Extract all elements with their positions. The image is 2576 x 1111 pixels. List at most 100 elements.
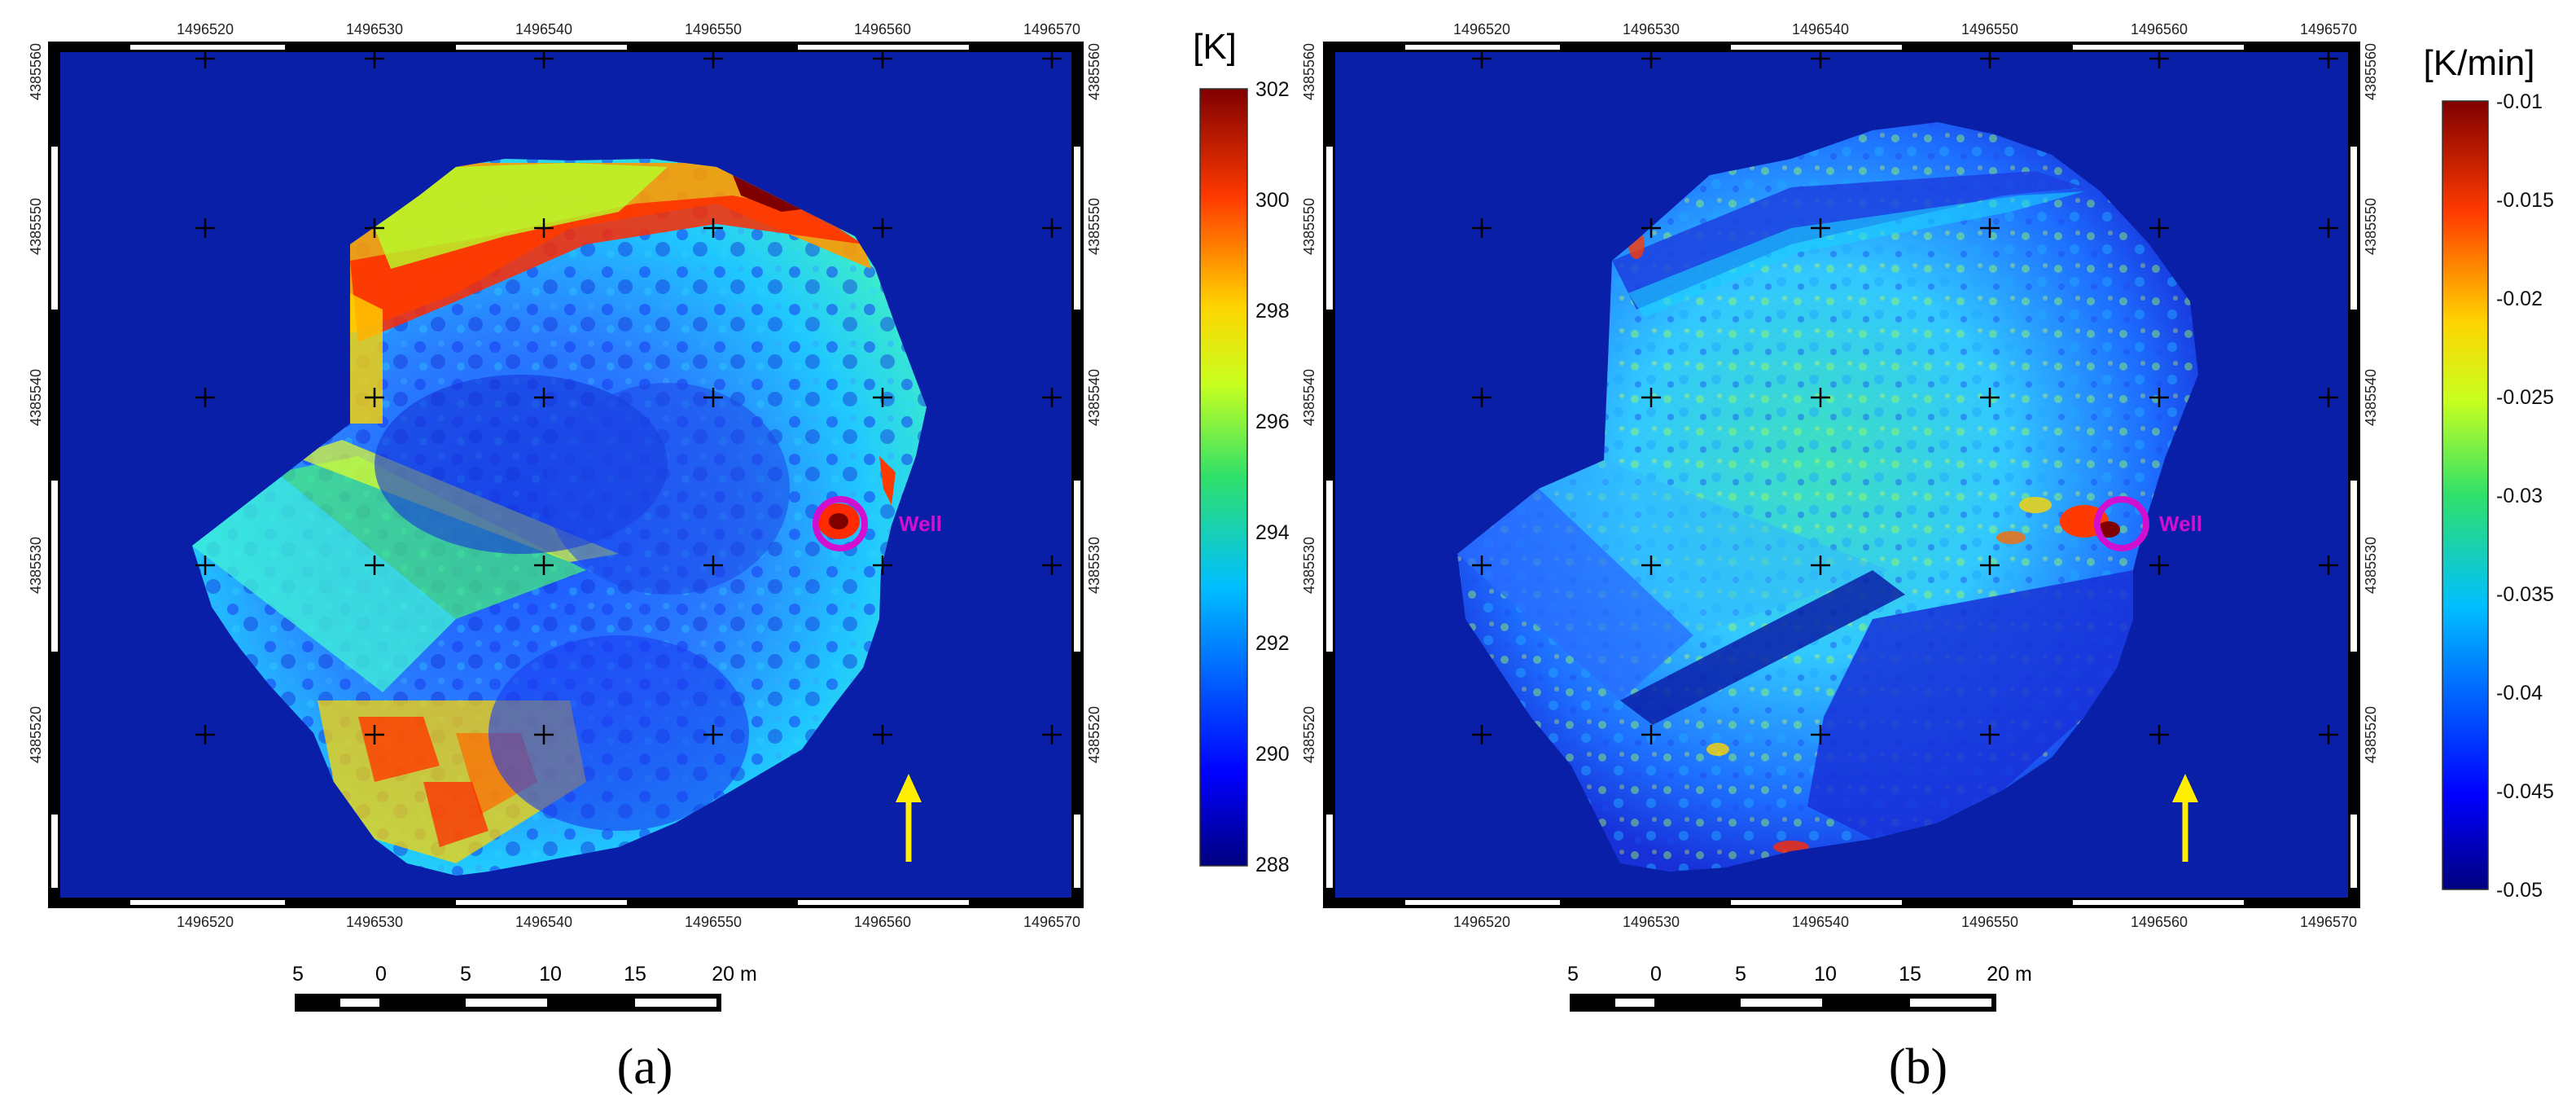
scale-bar-b: 5 0 5 10 15 20 m: [1567, 963, 2032, 1012]
y-tick-b-right-2: 4385540: [2363, 369, 2379, 426]
colorbar-ticks-a: 302 300 298 296 294 292 290 288: [1255, 78, 1290, 876]
y-tick-labels-right-b: 4385560 4385550 4385540 4385530 4385520: [2363, 43, 2379, 763]
scale-label-a-1: 0: [375, 963, 387, 986]
colorbar-tick-b-8: -0.05: [2496, 879, 2543, 902]
x-tick-b-bottom-4: 1496560: [2131, 914, 2188, 930]
panel-label-a: (a): [617, 1039, 673, 1095]
panel-a: 1496520 1496530 1496540 1496550 1496560 …: [28, 21, 1290, 1095]
panel-label-b: (b): [1889, 1039, 1947, 1095]
crosshair-grid-b: [1472, 52, 2338, 744]
x-tick-b-bottom-5: 1496570: [2300, 914, 2357, 930]
y-tick-b-right-3: 4385530: [2363, 537, 2379, 594]
y-tick-b-right-1: 4385550: [2363, 198, 2379, 255]
y-tick-a-left-0: 4385560: [28, 43, 44, 100]
colorbar-unit-a: [K]: [1193, 27, 1237, 67]
colorbar-tick-a-4: 294: [1255, 521, 1290, 544]
y-tick-b-right-0: 4385560: [2363, 43, 2379, 100]
colorbar-tick-b-6: -0.04: [2496, 682, 2543, 705]
colorbar-unit-b: [K/min]: [2424, 43, 2535, 83]
colorbar-tick-a-0: 302: [1255, 78, 1290, 101]
colorbar-gradient-b: [2442, 100, 2489, 890]
scale-label-b-5: 20 m: [1987, 963, 2032, 986]
scale-label-a-5: 20 m: [712, 963, 757, 986]
scale-label-b-0: 5: [1567, 963, 1579, 986]
x-tick-a-top-1: 1496530: [346, 21, 403, 37]
panel-b: 1496520 1496530 1496540 1496550 1496560 …: [1301, 21, 2554, 1095]
x-tick-a-bottom-1: 1496530: [346, 914, 403, 930]
x-tick-b-bottom-2: 1496540: [1792, 914, 1849, 930]
colorbar-tick-a-2: 298: [1255, 300, 1290, 323]
x-tick-a-top-0: 1496520: [177, 21, 234, 37]
x-tick-labels-bottom-b: 1496520 1496530 1496540 1496550 1496560 …: [1453, 914, 2357, 930]
x-tick-b-top-4: 1496560: [2131, 21, 2188, 37]
y-tick-b-left-3: 4385530: [1301, 537, 1317, 594]
colorbar-a: [K] 302 300 298 296 294 292 290 288: [1193, 27, 1290, 876]
colorbar-ticks-b: -0.01 -0.015 -0.02 -0.025 -0.03 -0.035 -…: [2496, 90, 2554, 902]
colorbar-b: [K/min] -0.01 -0.015 -0.02 -0.025 -0.03 …: [2424, 43, 2554, 902]
x-tick-a-top-4: 1496560: [854, 21, 911, 37]
y-tick-b-right-4: 4385520: [2363, 706, 2379, 763]
scale-bar-a: 5 0 5 10 15 20 m: [292, 963, 757, 1012]
x-tick-b-top-0: 1496520: [1453, 21, 1510, 37]
colorbar-tick-b-4: -0.03: [2496, 485, 2543, 507]
colorbar-tick-b-3: -0.025: [2496, 386, 2554, 409]
colorbar-tick-a-3: 296: [1255, 411, 1290, 433]
y-tick-a-left-2: 4385540: [28, 369, 44, 426]
colorbar-tick-b-0: -0.01: [2496, 90, 2543, 113]
colorbar-tick-b-1: -0.015: [2496, 189, 2554, 212]
x-tick-b-top-3: 1496550: [1961, 21, 2018, 37]
colorbar-tick-a-6: 290: [1255, 743, 1290, 766]
y-tick-a-left-1: 4385550: [28, 198, 44, 255]
scale-label-b-1: 0: [1650, 963, 1662, 986]
scale-label-a-4: 15: [624, 963, 646, 986]
crosshair-grid-a: [195, 52, 1062, 744]
well-label-a: Well: [899, 512, 942, 536]
colorbar-tick-a-7: 288: [1255, 854, 1290, 876]
north-arrow-icon-b: [2172, 774, 2198, 862]
well-label-b: Well: [2159, 512, 2202, 536]
x-tick-a-bottom-4: 1496560: [854, 914, 911, 930]
y-tick-a-right-2: 4385540: [1086, 369, 1102, 426]
x-tick-a-bottom-2: 1496540: [515, 914, 572, 930]
x-tick-a-top-2: 1496540: [515, 21, 572, 37]
y-tick-a-left-3: 4385530: [28, 537, 44, 594]
x-tick-b-bottom-1: 1496530: [1623, 914, 1680, 930]
colorbar-tick-a-1: 300: [1255, 189, 1290, 212]
x-tick-a-bottom-0: 1496520: [177, 914, 234, 930]
x-tick-labels-top-a: 1496520 1496530 1496540 1496550 1496560 …: [177, 21, 1080, 37]
x-tick-a-bottom-3: 1496550: [685, 914, 742, 930]
y-tick-b-left-2: 4385540: [1301, 369, 1317, 426]
y-tick-b-left-1: 4385550: [1301, 198, 1317, 255]
y-tick-labels-left-b: 4385560 4385550 4385540 4385530 4385520: [1301, 43, 1317, 763]
y-tick-a-right-4: 4385520: [1086, 706, 1102, 763]
x-tick-a-top-5: 1496570: [1023, 21, 1080, 37]
scale-label-b-3: 10: [1814, 963, 1837, 986]
y-tick-labels-left-a: 4385560 4385550 4385540 4385530 4385520: [28, 43, 44, 763]
scale-label-b-2: 5: [1735, 963, 1746, 986]
x-tick-a-top-3: 1496550: [685, 21, 742, 37]
y-tick-b-left-0: 4385560: [1301, 43, 1317, 100]
well-circle-icon-a: [813, 496, 868, 551]
colorbar-tick-b-2: -0.02: [2496, 288, 2543, 310]
y-tick-a-right-3: 4385530: [1086, 537, 1102, 594]
y-tick-a-right-1: 4385550: [1086, 198, 1102, 255]
scale-label-a-0: 5: [292, 963, 304, 986]
colorbar-tick-b-5: -0.035: [2496, 583, 2554, 606]
y-tick-labels-right-a: 4385560 4385550 4385540 4385530 4385520: [1086, 43, 1102, 763]
y-tick-a-left-4: 4385520: [28, 706, 44, 763]
scale-label-a-3: 10: [539, 963, 562, 986]
x-tick-labels-top-b: 1496520 1496530 1496540 1496550 1496560 …: [1453, 21, 2357, 37]
x-tick-a-bottom-5: 1496570: [1023, 914, 1080, 930]
x-tick-labels-bottom-a: 1496520 1496530 1496540 1496550 1496560 …: [177, 914, 1080, 930]
y-tick-a-right-0: 4385560: [1086, 43, 1102, 100]
x-tick-b-top-2: 1496540: [1792, 21, 1849, 37]
x-tick-b-bottom-0: 1496520: [1453, 914, 1510, 930]
x-tick-b-top-1: 1496530: [1623, 21, 1680, 37]
north-arrow-icon-a: [896, 774, 922, 862]
colorbar-tick-a-5: 292: [1255, 632, 1290, 655]
y-tick-b-left-4: 4385520: [1301, 706, 1317, 763]
colorbar-gradient-a: [1199, 88, 1248, 867]
x-tick-b-bottom-3: 1496550: [1961, 914, 2018, 930]
colorbar-tick-b-7: -0.045: [2496, 780, 2554, 803]
